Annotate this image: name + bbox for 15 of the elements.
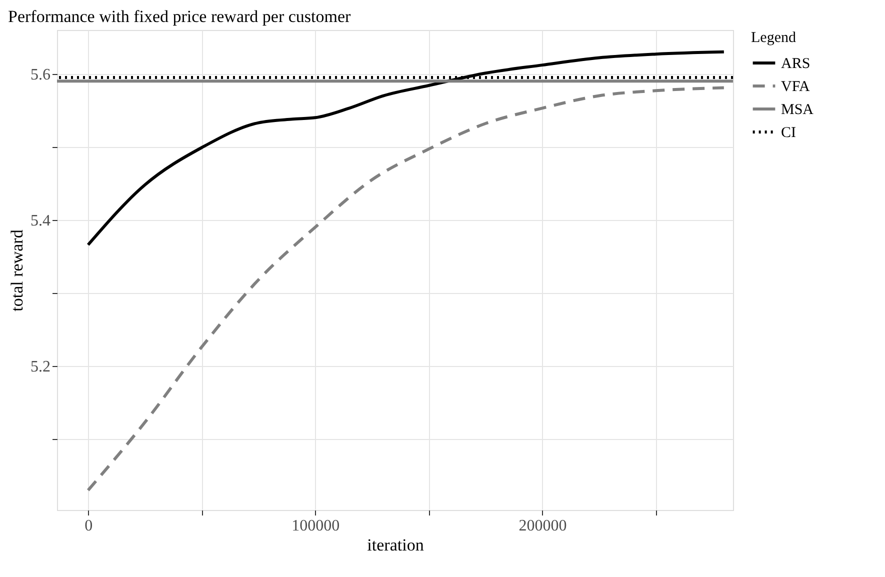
y-axis-title: total reward xyxy=(8,229,26,312)
x-tick-label: 100000 xyxy=(292,518,340,534)
y-tick-label: 5.4 xyxy=(30,212,50,230)
x-axis-title: iteration xyxy=(367,536,424,554)
legend-title: Legend xyxy=(751,30,796,46)
legend-label: ARS xyxy=(781,56,810,72)
line-series xyxy=(86,86,726,492)
x-tick-label: 0 xyxy=(84,518,93,534)
y-tick-label: 5.6 xyxy=(30,66,50,84)
legend-label: CI xyxy=(781,125,796,141)
chart-title: Performance with fixed price reward per customer xyxy=(8,7,352,26)
x-tick-label: 200000 xyxy=(518,518,567,534)
legend-label: VFA xyxy=(781,79,810,95)
legend-label: MSA xyxy=(781,102,814,118)
y-tick-label: 5.2 xyxy=(30,358,50,376)
